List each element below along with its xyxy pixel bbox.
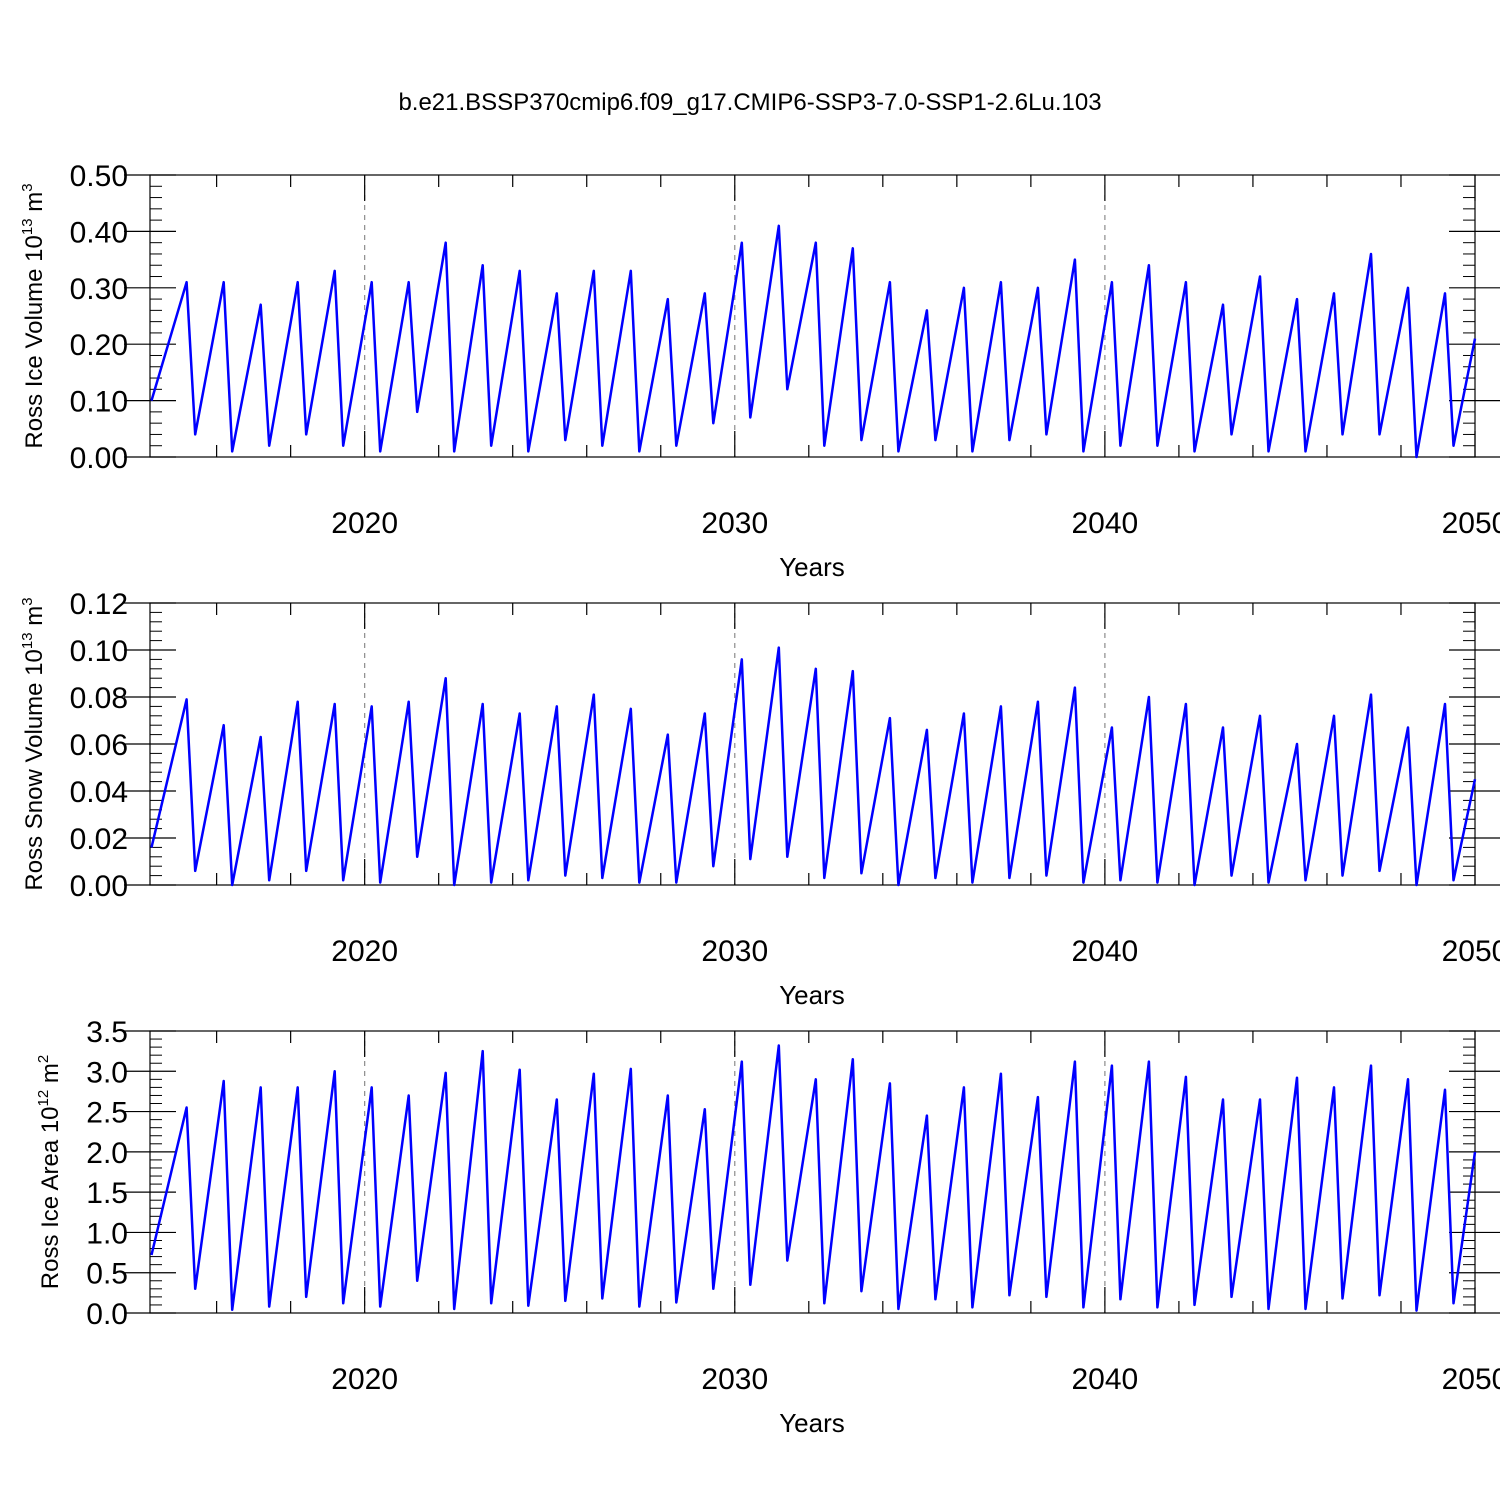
x-tick-label: 2030 [701, 935, 768, 968]
y-tick-label: 3.0 [86, 1056, 128, 1089]
panel-ice-area: 0.0 0.5 1.0 1.5 2.0 2.5 3.0 3.5 2020 2030 2040 205… [35, 1016, 1500, 1438]
chart-title: b.e21.BSSP370cmip6.f09_g17.CMIP6-SSP3-7.… [398, 89, 1101, 116]
x-axis-label: Years [779, 980, 845, 1010]
x-tick-label: 2020 [331, 935, 398, 968]
y-tick-label: 0.02 [70, 823, 128, 856]
y-tick-label: 0.0 [86, 1298, 128, 1331]
y-tick-label: 0.10 [70, 635, 128, 668]
y-tick-label: 2.5 [86, 1097, 128, 1130]
y-tick-label: 0.00 [70, 870, 128, 903]
x-tick-label: 2030 [701, 1363, 768, 1396]
y-tick-label: 1.0 [86, 1217, 128, 1250]
x-tick-label: 2040 [1072, 935, 1139, 968]
x-axis-label: Years [779, 1408, 845, 1438]
y-tick-label: 0.08 [70, 682, 128, 715]
plot-frame [149, 174, 1476, 458]
x-axis-label: Years [779, 552, 845, 582]
y-tick-label: 0.30 [70, 273, 128, 306]
x-tick-label: 2050 [1442, 507, 1500, 540]
x-tick-label: 2020 [331, 507, 398, 540]
x-tick-label: 2050 [1442, 1363, 1500, 1396]
y-tick-label: 0.20 [70, 329, 128, 362]
y-tick-label: 0.50 [70, 160, 128, 193]
y-axis-label: Ross Snow Volume 1013 m3 [19, 597, 48, 890]
plot-frame [149, 1030, 1476, 1314]
x-tick-label: 2050 [1442, 935, 1500, 968]
y-tick-label: 0.12 [70, 588, 128, 621]
x-tick-label: 2040 [1072, 507, 1139, 540]
y-axis-label: Ross Ice Area 1012 m2 [35, 1055, 64, 1289]
y-tick-label: 0.00 [70, 442, 128, 475]
series-line [150, 224, 1477, 459]
y-tick-label: 0.5 [86, 1258, 128, 1291]
panel-snow-volume: 0.00 0.02 0.04 0.06 0.08 0.10 0.12 2020 2030 204… [19, 588, 1500, 1010]
y-tick-label: 1.5 [86, 1177, 128, 1210]
y-tick-label: 3.5 [86, 1016, 128, 1049]
series-line [150, 646, 1477, 887]
x-tick-label: 2030 [701, 507, 768, 540]
y-tick-label: 0.04 [70, 776, 128, 809]
y-tick-label: 2.0 [86, 1137, 128, 1170]
y-axis-label: Ross Ice Volume 1013 m3 [19, 183, 48, 448]
panel-ice-volume: 0.00 0.10 0.20 0.30 0.40 0.50 2020 2030 2040 205… [19, 160, 1500, 582]
x-tick-label: 2040 [1072, 1363, 1139, 1396]
y-tick-label: 0.40 [70, 216, 128, 249]
x-tick-label: 2020 [331, 1363, 398, 1396]
y-tick-label: 0.10 [70, 386, 128, 419]
series-line [150, 1044, 1477, 1312]
y-tick-label: 0.06 [70, 729, 128, 762]
